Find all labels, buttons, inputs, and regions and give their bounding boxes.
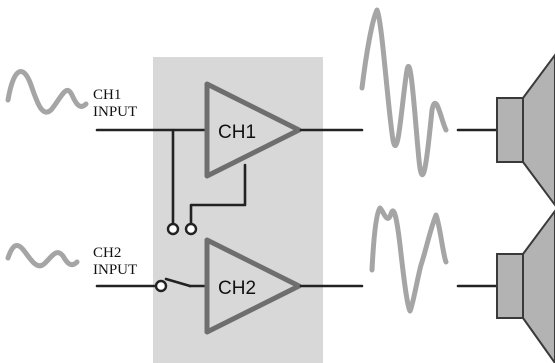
bridge-contact-right[interactable]	[184, 222, 198, 236]
ch2-switch-lever[interactable]	[164, 277, 192, 288]
ch1-amplifier-label: CH1	[218, 122, 256, 143]
ch2-amplifier-label: CH2	[218, 278, 256, 299]
ch2-amplifier	[204, 237, 302, 335]
ch1-input-waveform	[5, 69, 89, 115]
ch1-amplifier	[204, 81, 302, 179]
ch2-input-label-line2: INPUT	[93, 262, 137, 278]
ch2-switch-contact[interactable]	[154, 279, 168, 293]
bridge-contact-left[interactable]	[166, 222, 180, 236]
ch1-output-waveform	[359, 7, 449, 178]
amplifier-panel	[153, 57, 323, 363]
ch2-input-waveform	[5, 243, 80, 269]
ch2-input-label-line1: CH2	[93, 245, 121, 261]
ch1-input-label-line1: CH1	[93, 87, 121, 103]
ch1-feedback-wire	[189, 163, 247, 226]
ch1-speaker	[496, 53, 555, 207]
ch1-input-label-line2: INPUT	[93, 104, 137, 120]
ch2-output-waveform	[369, 205, 449, 314]
ch2-speaker	[496, 209, 555, 363]
